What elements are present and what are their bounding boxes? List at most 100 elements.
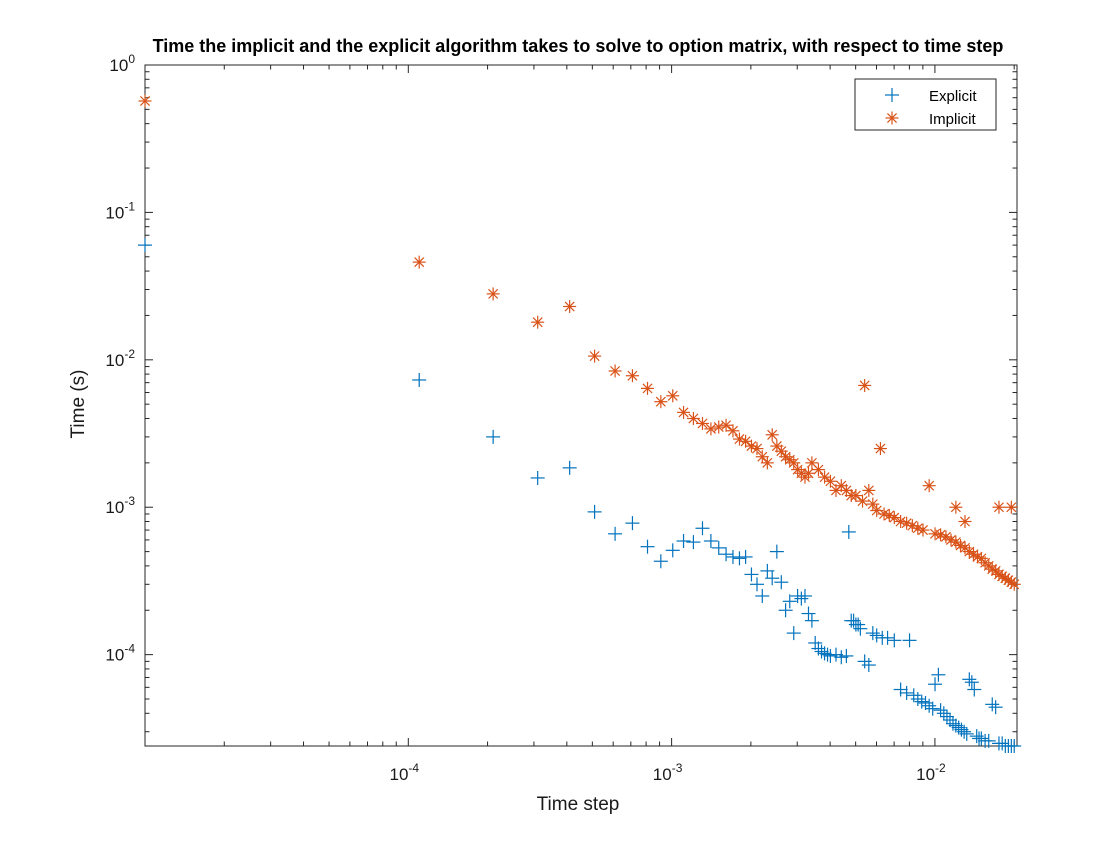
explicit-point xyxy=(933,703,948,718)
explicit-point xyxy=(985,697,1000,712)
explicit-point xyxy=(869,628,884,643)
explicit-point xyxy=(918,695,933,710)
axes-box xyxy=(144,64,1018,747)
implicit-point xyxy=(900,516,914,530)
legend-label-explicit: Explicit xyxy=(929,88,977,105)
explicit-point xyxy=(995,736,1010,751)
explicit-point xyxy=(744,567,759,582)
y-tick-base: 10 xyxy=(105,203,124,222)
explicit-point xyxy=(530,470,545,485)
implicit-point xyxy=(934,528,948,542)
implicit-point xyxy=(992,500,1006,514)
explicit-point xyxy=(925,701,940,716)
implicit-point xyxy=(882,508,896,522)
x-tick-exponent: -4 xyxy=(408,761,419,775)
explicit-point xyxy=(817,646,832,661)
explicit-point xyxy=(823,648,838,663)
implicit-point xyxy=(608,364,622,378)
explicit-point xyxy=(797,588,812,603)
y-tick-exponent: 0 xyxy=(128,52,135,66)
explicit-point xyxy=(928,677,943,692)
explicit-point xyxy=(974,731,989,746)
implicit-point xyxy=(916,523,930,537)
x-tick-base: 10 xyxy=(653,765,672,784)
legend-marker-implicit xyxy=(885,111,899,125)
y-tick-exponent: -4 xyxy=(124,642,135,656)
x-axis-label: Time step xyxy=(537,794,620,815)
explicit-point xyxy=(967,682,982,697)
explicit-point xyxy=(988,700,1003,715)
y-tick-base: 10 xyxy=(105,498,124,517)
explicit-point xyxy=(957,724,972,739)
legend-asterisk-marker xyxy=(885,111,899,125)
explicit-point xyxy=(587,504,602,519)
legend-marker-explicit xyxy=(885,88,899,102)
explicit-point xyxy=(719,547,734,562)
y-tick-base: 10 xyxy=(105,646,124,665)
explicit-point xyxy=(738,549,753,564)
implicit-point xyxy=(922,479,936,493)
implicit-point xyxy=(873,442,887,456)
implicit-point xyxy=(563,299,577,313)
explicit-point xyxy=(711,540,726,555)
explicit-point xyxy=(828,647,843,662)
explicit-point xyxy=(936,706,951,721)
explicit-point xyxy=(914,694,929,709)
implicit-point xyxy=(588,349,602,363)
chart-title: Time the implicit and the explicit algor… xyxy=(153,36,1004,56)
x-tick-exponent: -3 xyxy=(672,761,683,775)
implicit-point xyxy=(958,515,972,529)
x-tick-label: 10-2 xyxy=(916,761,946,784)
explicit-point xyxy=(755,588,770,603)
explicit-point xyxy=(948,718,963,733)
explicit-point xyxy=(945,716,960,731)
x-tick-base: 10 xyxy=(390,765,409,784)
explicit-point xyxy=(665,543,680,558)
explicit-point xyxy=(725,549,740,564)
explicit-point xyxy=(939,709,954,724)
explicit-point xyxy=(880,630,895,645)
explicit-point xyxy=(774,575,789,590)
explicit-point xyxy=(765,571,780,586)
explicit-point xyxy=(964,675,979,690)
y-tick-base: 10 xyxy=(105,351,124,370)
explicit-point xyxy=(922,698,937,713)
y-tick-exponent: -2 xyxy=(124,347,135,361)
explicit-point xyxy=(769,544,784,559)
explicit-point xyxy=(486,429,501,444)
implicit-point xyxy=(666,389,680,403)
implicit-point xyxy=(677,405,691,419)
y-tick-label: 10-2 xyxy=(105,347,135,370)
x-ticks: 10-4 10-3 10-2 xyxy=(144,65,1015,784)
y-tick-exponent: -3 xyxy=(124,494,135,508)
implicit-point xyxy=(760,456,774,470)
explicit-point xyxy=(640,539,655,554)
explicit-point xyxy=(760,563,775,578)
implicit-point xyxy=(787,456,801,470)
explicit-point xyxy=(981,733,996,748)
explicit-point xyxy=(942,713,957,728)
explicit-point xyxy=(732,551,747,566)
y-tick-label: 10-4 xyxy=(105,642,135,665)
explicit-point xyxy=(608,526,623,541)
implicit-point xyxy=(138,94,152,108)
legend-plus-marker xyxy=(885,88,899,102)
explicit-point xyxy=(910,692,925,707)
explicit-point xyxy=(695,521,710,536)
implicit-point xyxy=(834,479,848,493)
implicit-point xyxy=(686,411,700,425)
explicit-point xyxy=(686,535,701,550)
x-tick-exponent: -2 xyxy=(935,761,946,775)
implicit-point xyxy=(765,428,779,442)
implicit-point xyxy=(887,511,901,525)
implicit-point xyxy=(641,381,655,395)
explicit-point xyxy=(778,603,793,618)
explicit-point xyxy=(893,682,908,697)
implicit-point xyxy=(1007,577,1021,591)
implicit-point xyxy=(750,442,764,456)
implicit-point xyxy=(939,530,953,544)
explicit-point xyxy=(902,633,917,648)
implicit-point xyxy=(970,550,984,564)
